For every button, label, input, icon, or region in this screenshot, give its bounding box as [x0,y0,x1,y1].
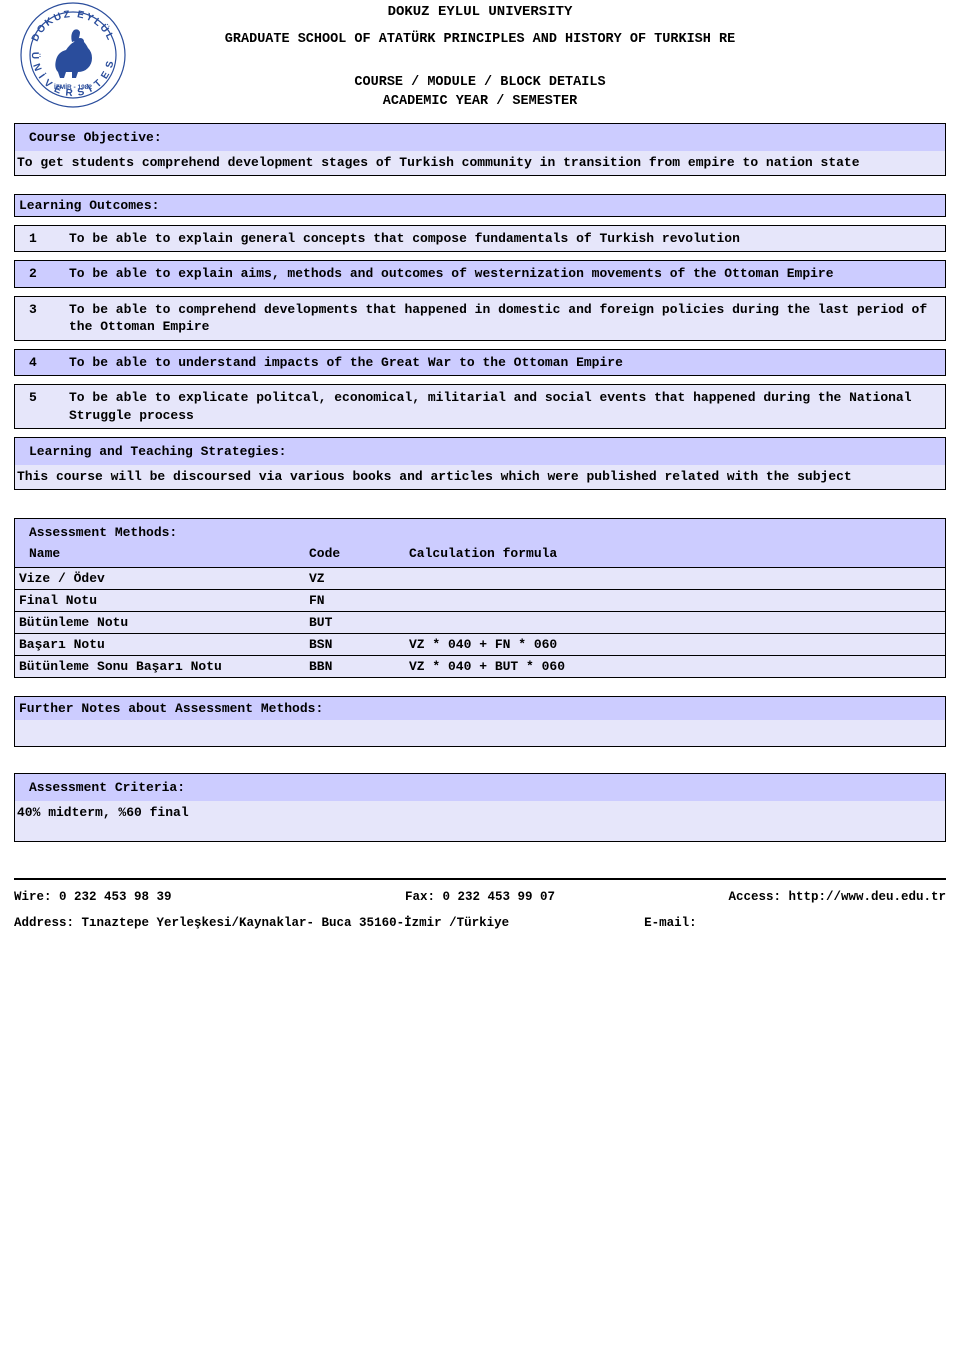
assessment-col-name: Name [29,546,309,561]
academic-year-line: ACADEMIC YEAR / SEMESTER [14,94,946,109]
learning-outcome-number: 3 [29,301,69,336]
assessment-row: Vize / ÖdevVZ [15,567,945,589]
assessment-row-code: BSN [309,637,409,652]
document-header: DOKUZ EYLÜL Ü N İ V E R S İ T E S İ İZMİ… [14,4,946,109]
further-notes-text [15,720,945,746]
assessment-row-formula [409,593,941,608]
assessment-row-name: Başarı Notu [19,637,309,652]
assessment-col-code: Code [309,546,409,561]
footer-divider [14,878,946,880]
learning-outcomes-title: Learning Outcomes: [14,194,946,217]
learning-outcome-text: To be able to explain aims, methods and … [69,265,931,283]
footer-wire-label: Wire: [14,890,59,904]
course-objective-text: To get students comprehend development s… [15,151,945,175]
footer-fax-label: Fax: [405,890,443,904]
learning-outcome-text: To be able to comprehend developments th… [69,301,931,336]
learning-outcome-number: 5 [29,389,69,424]
assessment-criteria-box: Assessment Criteria: 40% midterm, %60 fi… [14,773,946,842]
learning-outcome-row: 2To be able to explain aims, methods and… [14,260,946,288]
learning-outcome-text: To be able to understand impacts of the … [69,354,931,372]
learning-outcome-number: 1 [29,230,69,248]
learning-outcome-number: 2 [29,265,69,283]
footer-wire-value: 0 232 453 98 39 [59,890,172,904]
assessment-criteria-title: Assessment Criteria: [15,774,945,801]
assessment-row: Bütünleme NotuBUT [15,611,945,633]
learning-outcome-text: To be able to explain general concepts t… [69,230,931,248]
assessment-row-name: Bütünleme Notu [19,615,309,630]
assessment-row-formula: VZ * 040 + BUT * 060 [409,659,941,674]
assessment-row: Başarı NotuBSNVZ * 040 + FN * 060 [15,633,945,655]
teaching-strategies-title: Learning and Teaching Strategies: [15,438,945,465]
course-objective-box: Course Objective: To get students compre… [14,123,946,176]
teaching-strategies-box: Learning and Teaching Strategies: This c… [14,437,946,490]
footer-access-value: http://www.deu.edu.tr [788,890,946,904]
assessment-row-name: Bütünleme Sonu Başarı Notu [19,659,309,674]
footer-fax-value: 0 232 453 99 07 [443,890,556,904]
assessment-row-code: FN [309,593,409,608]
assessment-row-code: BUT [309,615,409,630]
footer-email-label: E-mail: [644,916,697,930]
further-notes-title: Further Notes about Assessment Methods: [15,697,945,721]
learning-outcome-text: To be able to explicate politcal, econom… [69,389,931,424]
teaching-strategies-text: This course will be discoursed via vario… [15,465,945,489]
course-objective-title: Course Objective: [15,124,945,151]
university-logo: DOKUZ EYLÜL Ü N İ V E R S İ T E S İ İZMİ… [18,0,128,110]
assessment-row-name: Final Notu [19,593,309,608]
learning-outcome-number: 4 [29,354,69,372]
further-notes-box: Further Notes about Assessment Methods: [14,696,946,748]
footer-address-value: Tınaztepe Yerleşkesi/Kaynaklar- Buca 351… [82,916,510,930]
assessment-row-code: VZ [309,571,409,586]
assessment-methods-columns: Name Code Calculation formula [15,544,945,567]
footer-address-line: Address: Tınaztepe Yerleşkesi/Kaynaklar-… [14,906,946,930]
learning-outcome-row: 5To be able to explicate politcal, econo… [14,384,946,429]
learning-outcomes-section: Learning Outcomes: 1To be able to explai… [14,194,946,430]
assessment-row-formula [409,615,941,630]
assessment-row: Bütünleme Sonu Başarı NotuBBNVZ * 040 + … [15,655,945,677]
page: DOKUZ EYLÜL Ü N İ V E R S İ T E S İ İZMİ… [0,0,960,940]
assessment-col-formula: Calculation formula [409,546,931,561]
assessment-row-name: Vize / Ödev [19,571,309,586]
learning-outcome-row: 4To be able to understand impacts of the… [14,349,946,377]
assessment-row: Final NotuFN [15,589,945,611]
assessment-row-formula [409,571,941,586]
assessment-criteria-text: 40% midterm, %60 final [15,801,945,841]
learning-outcome-row: 3To be able to comprehend developments t… [14,296,946,341]
department-name: GRADUATE SCHOOL OF ATATÜRK PRINCIPLES AN… [14,32,946,47]
assessment-row-formula: VZ * 040 + FN * 060 [409,637,941,652]
assessment-methods-box: Assessment Methods: Name Code Calculatio… [14,518,946,678]
assessment-methods-title: Assessment Methods: [15,519,945,544]
footer-access-label: Access: [728,890,788,904]
assessment-row-code: BBN [309,659,409,674]
footer-address-label: Address: [14,916,82,930]
svg-text:İZMİR - 1982: İZMİR - 1982 [54,83,92,91]
footer-contact-line: Wire: 0 232 453 98 39 Fax: 0 232 453 99 … [14,888,946,906]
university-name: DOKUZ EYLUL UNIVERSITY [14,4,946,20]
learning-outcome-row: 1To be able to explain general concepts … [14,225,946,253]
course-detail-line: COURSE / MODULE / BLOCK DETAILS [14,75,946,90]
